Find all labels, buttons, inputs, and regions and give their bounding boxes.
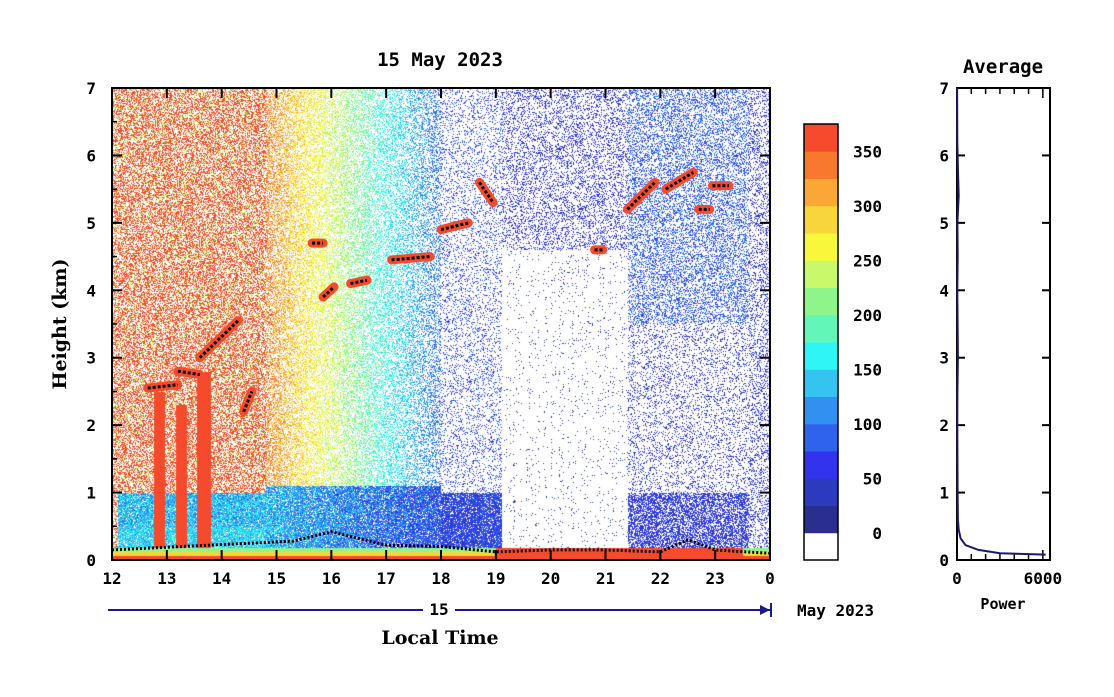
cloud-layer-12 — [661, 167, 698, 194]
colorbar-swatch — [804, 478, 838, 506]
cloud-layer-2 — [195, 316, 243, 363]
y-tick-label: 0 — [86, 551, 96, 570]
average-y-tick-label: 5 — [939, 214, 949, 233]
average-y-tick-label: 3 — [939, 349, 949, 368]
colorbar-tick-label: 300 — [853, 197, 882, 216]
heatmap-plot — [112, 88, 770, 560]
cloud-layer-11 — [622, 177, 660, 214]
x-tick-label: 18 — [431, 569, 450, 588]
average-profile-panel: 0 1 2 3 4 5 6 7 0 6000 — [939, 79, 1062, 588]
x-tick-label: 14 — [212, 569, 231, 588]
x-axis-label: Local Time — [381, 627, 498, 649]
average-y-tick-label: 4 — [939, 281, 949, 300]
colorbar-swatch — [804, 396, 838, 425]
colorbar-swatch — [804, 151, 838, 179]
x-tick-label: 17 — [377, 569, 396, 588]
date-axis-arrow — [760, 605, 770, 615]
colorbar-swatch — [804, 342, 838, 370]
average-x-tick-label: 0 — [952, 569, 962, 588]
colorbar-tick-label: 200 — [853, 306, 882, 325]
average-x-tick-label: 6000 — [1024, 569, 1063, 588]
colorbar-frame — [803, 123, 839, 561]
chart-title: 15 May 2023 — [377, 49, 503, 71]
average-y-tick-label: 1 — [939, 484, 949, 503]
colorbar-swatch — [804, 205, 838, 234]
cloud-layer-echo — [436, 218, 473, 235]
colorbar-tick-label: 250 — [853, 251, 882, 270]
boundary-layer-trace — [111, 530, 771, 555]
date-day-label: 15 — [429, 600, 448, 619]
colorbar-swatch — [804, 124, 838, 152]
colorbar-tick-label: 0 — [872, 524, 882, 543]
date-day-label-bg — [423, 602, 455, 618]
cloud-layer-trace — [665, 171, 695, 191]
average-power-profile — [956, 87, 1046, 556]
cloud-layer-trace — [626, 181, 656, 211]
cloud-layer-trace — [198, 319, 240, 359]
cloud-layer-0 — [143, 380, 183, 393]
colorbar-tick-label: 50 — [863, 469, 882, 488]
average-y-tick-label: 2 — [939, 416, 949, 435]
colorbar-swatch — [804, 233, 838, 261]
cloud-layer-5 — [318, 282, 339, 302]
colorbar-swatch — [804, 314, 838, 343]
x-tick-label: 15 — [267, 569, 286, 588]
y-tick-label: 7 — [86, 79, 96, 98]
colorbar: 0 50 100 150 200 250 300 350 — [803, 123, 882, 561]
cloud-layer-trace — [350, 278, 368, 286]
heatmap-raster — [112, 88, 770, 560]
date-axis: 15 May 2023 — [108, 600, 874, 620]
average-title: Average — [963, 56, 1043, 78]
y-tick-label: 1 — [86, 484, 96, 503]
colorbar-tick-label: 100 — [853, 415, 882, 434]
colorbar-swatch — [804, 505, 838, 534]
colorbar-swatch — [804, 178, 838, 207]
x-tick-label: 20 — [541, 569, 560, 588]
average-y-tick-label: 6 — [939, 146, 949, 165]
cloud-layer-6 — [346, 275, 372, 289]
colorbar-swatch — [804, 287, 838, 316]
x-tick-label: 21 — [596, 569, 615, 588]
y-tick-label: 5 — [86, 214, 96, 233]
cloud-layer-8 — [436, 218, 473, 235]
cloud-layer-trace — [147, 383, 178, 390]
y-tick-label: 3 — [86, 349, 96, 368]
y-axis-label: Height (km) — [49, 259, 71, 390]
cloud-layer-7 — [387, 252, 435, 265]
colorbar-swatch — [804, 260, 838, 288]
y-tick-label: 4 — [86, 281, 96, 300]
x-tick-label: 23 — [706, 569, 725, 588]
colorbar-tick-label: 150 — [853, 360, 882, 379]
colorbar-swatch — [804, 369, 838, 397]
cloud-layer-1 — [173, 366, 205, 380]
cloud-layer-trace — [322, 285, 336, 299]
x-tick-label: 16 — [322, 569, 341, 588]
colorbar-swatch — [804, 451, 838, 479]
cloud-layer-9 — [474, 177, 498, 208]
average-y-tick-label: 7 — [939, 79, 949, 98]
x-tick-label: 0 — [765, 569, 775, 588]
cloud-layer-trace — [391, 255, 431, 262]
colorbar-swatch — [804, 532, 838, 561]
cloud-layer-3 — [239, 386, 257, 417]
colorbar-swatch — [804, 423, 838, 452]
cloud-layer-trace — [177, 369, 200, 377]
y-tick-label: 2 — [86, 416, 96, 435]
x-tick-label: 13 — [157, 569, 176, 588]
heatmap-features — [111, 167, 771, 555]
average-frame — [956, 87, 1051, 561]
date-month-label: May 2023 — [797, 601, 874, 620]
colorbar-tick-label: 350 — [853, 142, 882, 161]
y-tick-label: 6 — [86, 146, 96, 165]
cloud-layer-trace — [478, 181, 495, 204]
x-tick-label: 12 — [102, 569, 121, 588]
x-tick-label: 19 — [486, 569, 505, 588]
x-tick-label: 22 — [651, 569, 670, 588]
average-y-tick-label: 0 — [939, 551, 949, 570]
cloud-layer-trace — [242, 390, 254, 413]
power-axis-label: Power — [980, 595, 1025, 613]
